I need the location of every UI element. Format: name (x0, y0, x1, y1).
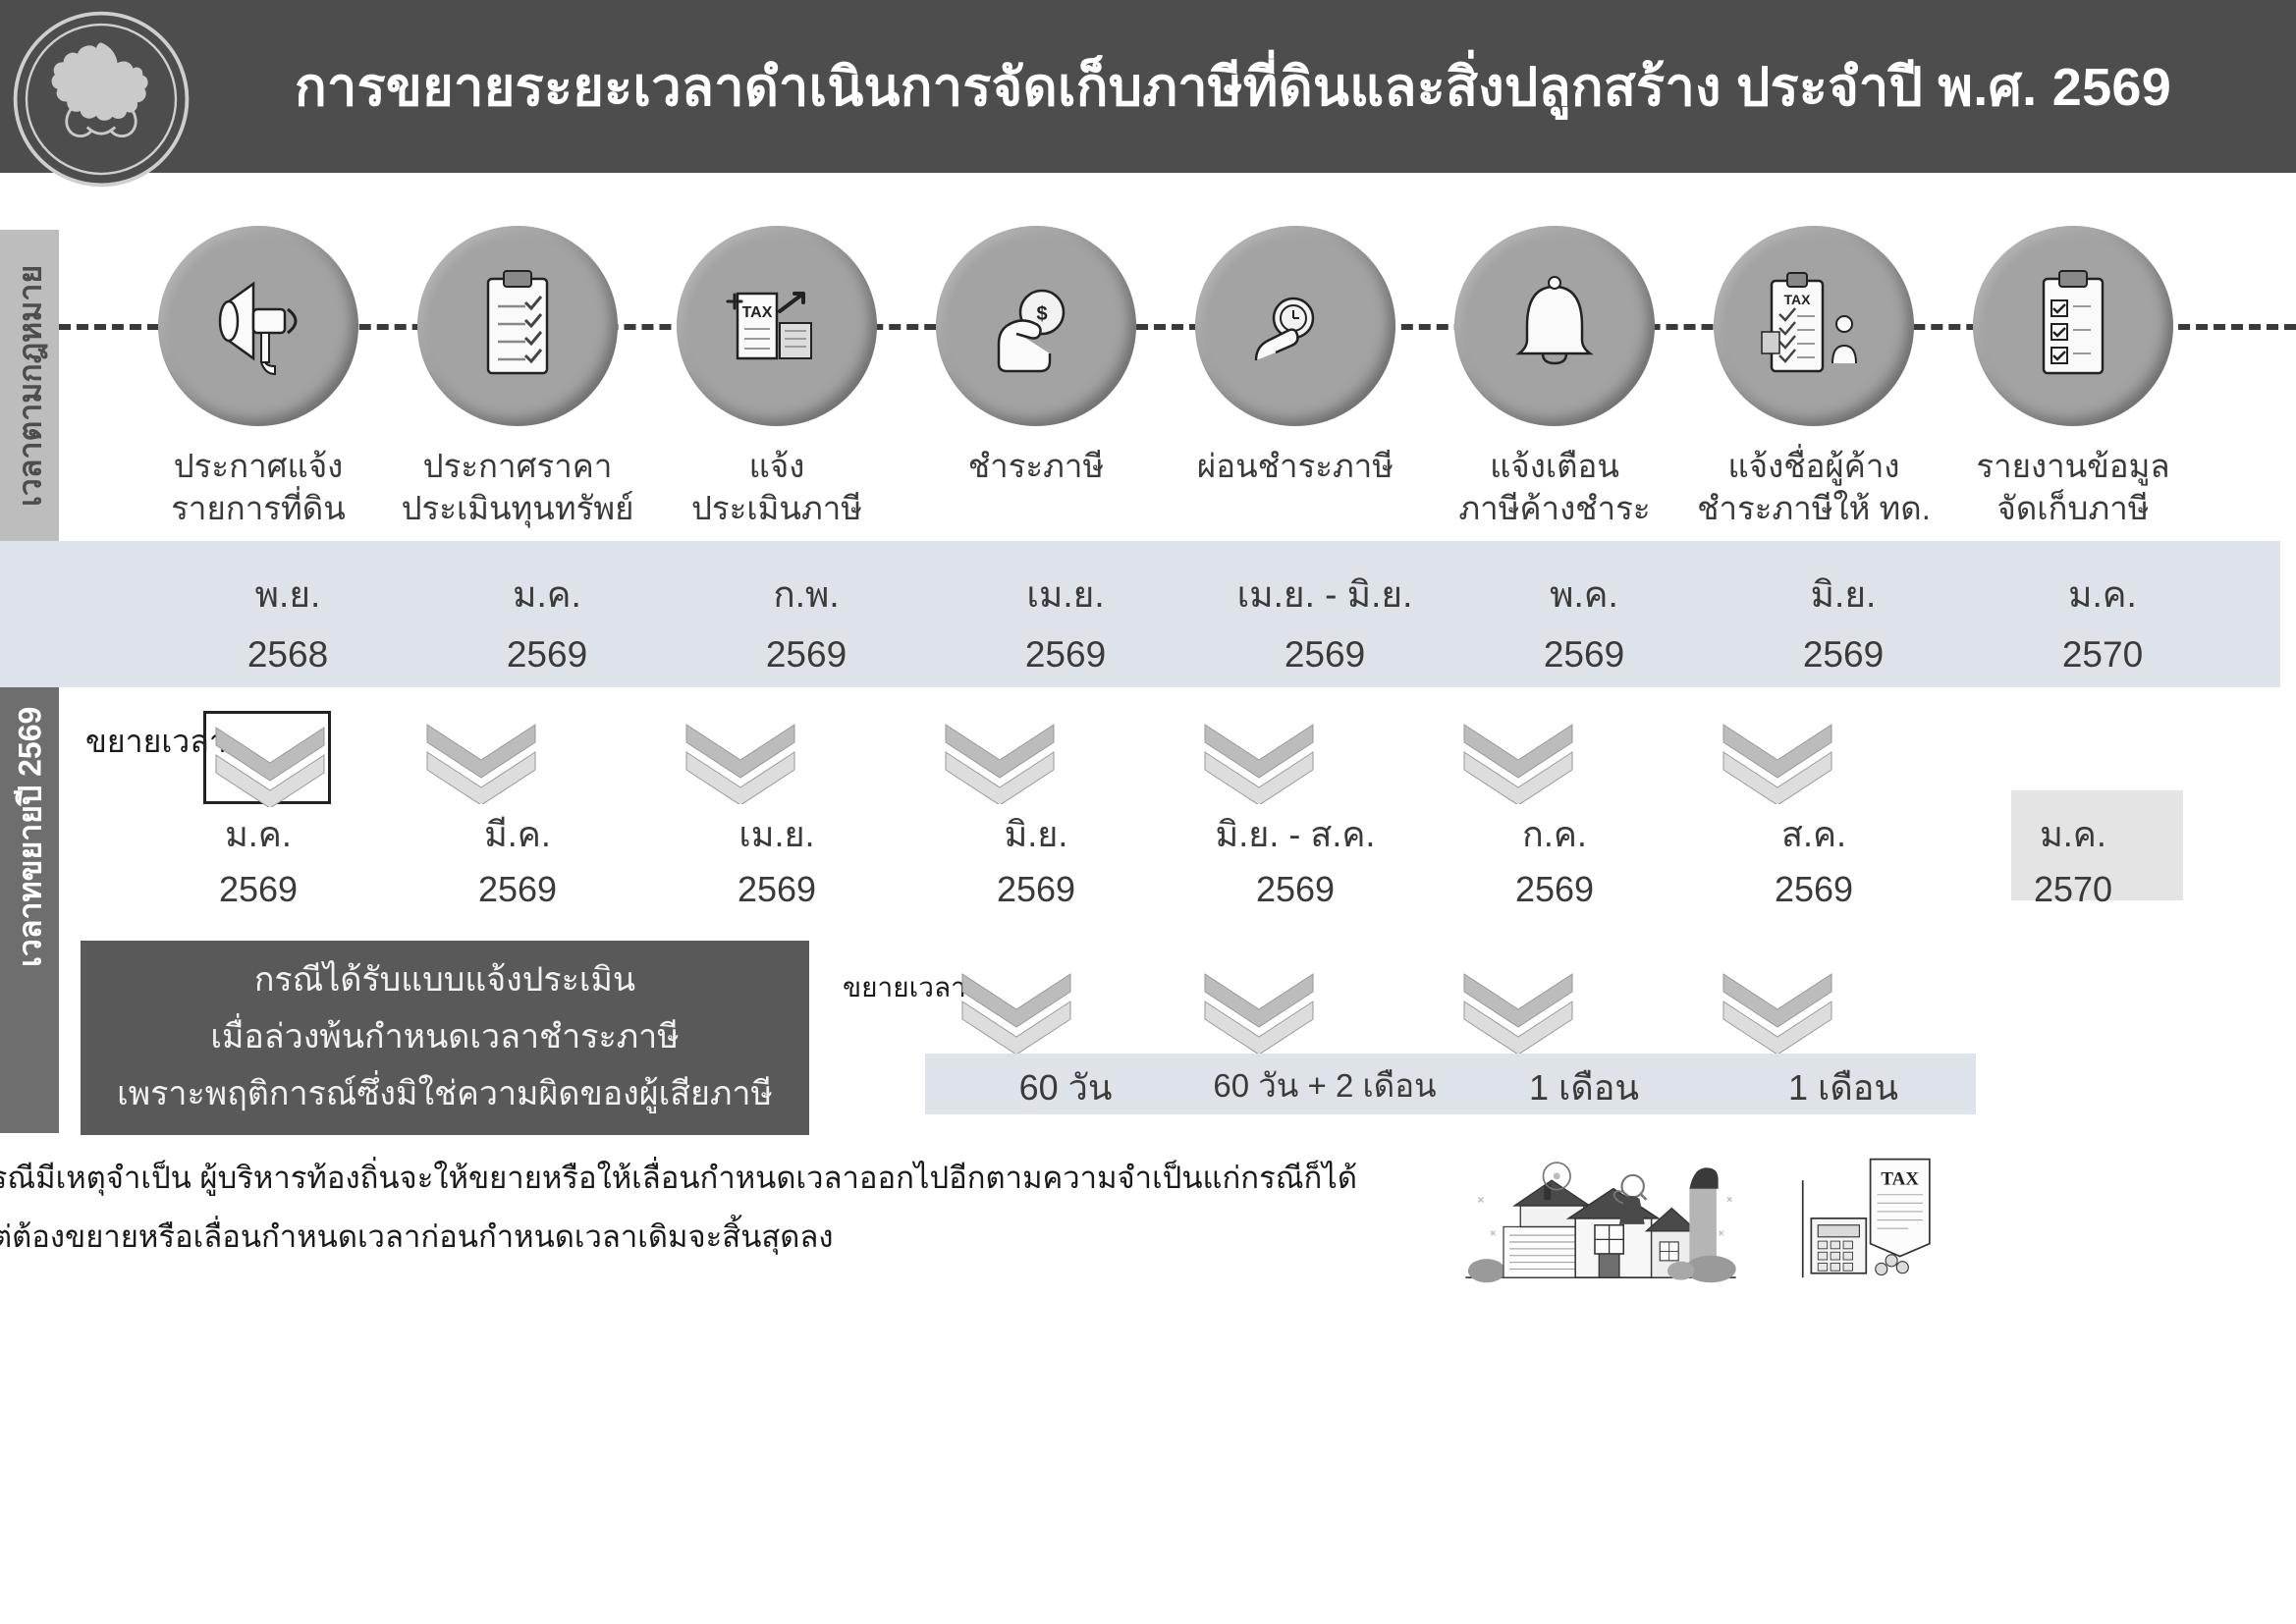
svg-text:$: $ (1036, 303, 1047, 325)
svg-text:TAX: TAX (1881, 1168, 1919, 1189)
svg-text:TAX: TAX (1784, 292, 1812, 307)
svg-text:TAX: TAX (742, 304, 773, 321)
